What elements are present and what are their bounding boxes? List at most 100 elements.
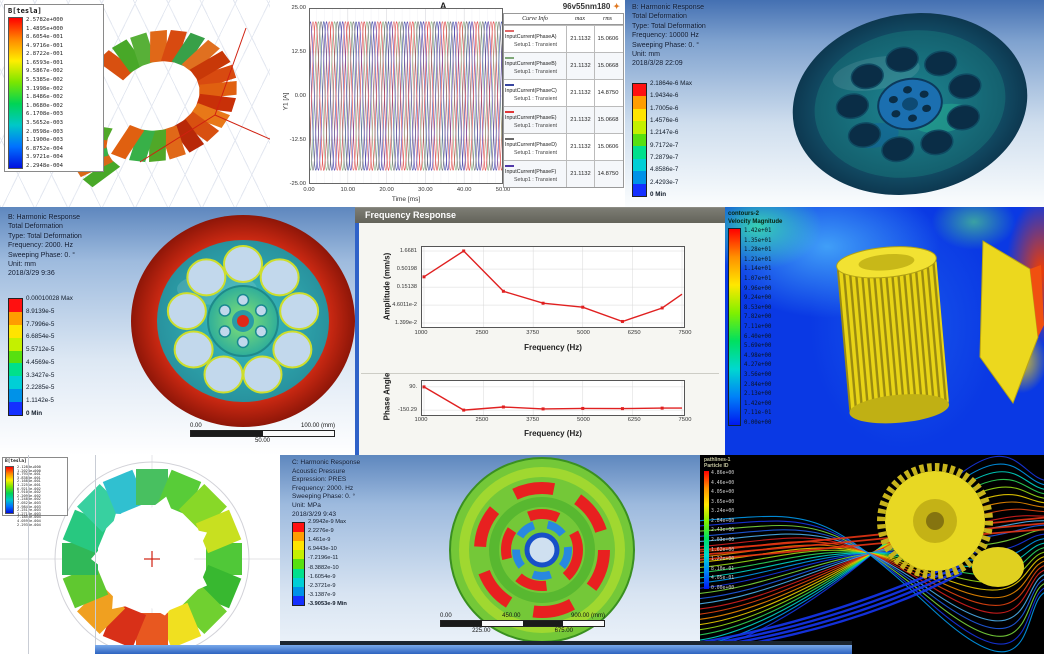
colorbar-tick-label: 9.24e+00 [744, 295, 772, 302]
colorbar-tick-label: 3.56e+00 [744, 371, 772, 378]
colorbar-strip [5, 466, 14, 514]
tick-label: 3750 [526, 330, 540, 336]
data-point-marker [501, 405, 505, 409]
window-titlebar[interactable]: Frequency Response [355, 208, 725, 223]
tick-label: 1.6681 [399, 248, 417, 254]
pressure-colorbar: 2.9942e-9 Max 2.2276e-9 1.461e-9 6.9443e-10… [292, 519, 347, 607]
data-point-marker [620, 407, 624, 411]
colorbar-band [633, 121, 646, 134]
colorbar-band [633, 133, 646, 147]
curve-name: InputCurrent(PhaseB) [505, 61, 557, 67]
info-line: Frequency: 2000. Hz [292, 484, 354, 492]
colorbar-tick-label: 5.5385e-002 [26, 77, 64, 84]
section-divider [361, 373, 719, 374]
wheel-model-red [131, 215, 355, 427]
curve-max: 21.1132 [566, 107, 594, 133]
torus-segments [96, 29, 237, 163]
wheel-hole [166, 292, 207, 331]
wheel-model-dark [792, 13, 1028, 195]
wheel-hole [218, 304, 232, 317]
wheel-hole [259, 258, 300, 297]
colorbar-tick-label: 8.9139e-5 [26, 307, 55, 315]
tick-label: 5000 [577, 330, 590, 336]
tick-label: 5000 [577, 417, 590, 423]
colorbar-strip [8, 17, 23, 169]
colorbar-tick-label: 4.98e+00 [744, 352, 772, 359]
info-line: Total Deformation [632, 13, 687, 21]
tick-label: 4.6011e-2 [392, 302, 417, 309]
colorbar-band [293, 541, 304, 551]
colorbar-tick-label: 4.05e+00 [711, 490, 735, 496]
colorbar-band [293, 559, 304, 569]
streamline [700, 533, 1044, 622]
tick-label: -12.50 [289, 137, 306, 143]
curve-setup: Setup1 : Transient [514, 177, 557, 183]
panel-current-xy-plot: A 96v55nm180 ✦ Y1 [A] 25.00 12.50 0.00 -12.… [270, 0, 625, 207]
colorbar-tick-label: 1.0680e-002 [26, 102, 64, 109]
phase-frequency-chart [421, 380, 685, 416]
tick-label: 10.00 [340, 187, 356, 193]
scale-ruler: 0.00 100.00 (mm) 50.00 [190, 423, 335, 444]
wheel-hole [835, 93, 870, 120]
colorbar-tick-label: 4.05e-01 [711, 576, 735, 582]
wheel-hole [920, 129, 954, 156]
curve-swatch [505, 83, 514, 86]
tick-label: 3750 [526, 417, 540, 423]
info-line: Frequency: 2000. Hz [8, 242, 73, 250]
curve-setup: Setup1 : Transient [514, 96, 557, 102]
colorbar-tick-label: 2.9942e-9 Max [308, 519, 346, 525]
table-row: InputCurrent(PhaseB) Setup1 : Transient … [504, 52, 623, 79]
wheel-holes [166, 245, 320, 394]
info-line: Unit: mm [8, 261, 36, 269]
window-taskbar-strip[interactable] [95, 645, 852, 654]
info-line: Frequency: 10000 Hz [632, 32, 699, 40]
curve-max: 21.1132 [566, 26, 594, 52]
curve-setup: Setup1 : Transient [514, 150, 557, 156]
tick-label: 40.00 [456, 187, 472, 193]
colorbar-band [9, 324, 22, 338]
info-line: Total Deformation [8, 223, 63, 231]
phase-y-ticks: 90. -150.29 [385, 380, 417, 416]
current-waveform-chart [309, 8, 503, 184]
info-line: B: Harmonic Response [632, 4, 704, 11]
legend-title: pathlines-1 [704, 457, 731, 463]
colorbar-tick-label: 8.10e-01 [711, 566, 735, 572]
info-line: 2018/3/28 22:09 [632, 60, 683, 68]
acoustic-disc-model [449, 457, 635, 643]
streamline-bundle-red [700, 528, 1044, 561]
colorbar-tick-label: -3.9053e-9 Min [308, 600, 347, 607]
colorbar-tick-label: 1.28e+01 [744, 247, 772, 254]
tick-label: 6250 [627, 417, 641, 423]
tick-label: 6250 [627, 330, 641, 336]
colorbar-band [9, 350, 22, 364]
series-line [309, 20, 503, 172]
colorbar-tick-label: 3.3427e-5 [26, 371, 55, 379]
colorbar-tick-label: 1.8486e-002 [26, 94, 64, 101]
gear-impeller-model [836, 240, 1044, 424]
pathlines-gear [877, 463, 993, 579]
tick-label: 1.399e-2 [394, 319, 417, 326]
curve-swatch [505, 56, 514, 59]
colorbar-tick-label: 4.27e+00 [744, 362, 772, 369]
colorbar-tick-label: 9.7172e-7 [650, 141, 679, 149]
plot-title: A [440, 1, 447, 11]
colorbar-tick-label: 2.5782e+000 [26, 17, 64, 23]
velocity-colorbar: contours-2 Velocity Magnitude 1.42e+01 1.… [728, 211, 782, 426]
ruler-label: 50.00 [254, 438, 270, 444]
wheel-hole [919, 90, 929, 98]
colorbar-tick-label: 8.6054e-001 [26, 34, 64, 41]
colorbar-tick-label: 1.14e+01 [744, 266, 772, 273]
curve-info-table: Curve Info max rms InputCurrent(PhaseA) … [503, 13, 624, 188]
legend-title: contours-2 [728, 211, 760, 217]
curve-max: 21.1132 [566, 53, 594, 79]
colorbar-tick-label: 2.2285e-5 [26, 384, 55, 392]
wheel-hole [254, 325, 268, 338]
data-point-marker [660, 406, 664, 410]
tick-label: 90. [409, 383, 417, 390]
colorbar-tick-label: 2.8722e-001 [26, 51, 64, 58]
curve-rms: 15.0606 [594, 134, 621, 160]
panel-acoustic-pressure: C: Harmonic Response Acoustic Pressure Exp… [280, 455, 700, 654]
colorbar-tick-label: 2.2276e-9 [308, 528, 334, 535]
colorbar-tick-label: 1.1142e-5 [26, 397, 54, 405]
